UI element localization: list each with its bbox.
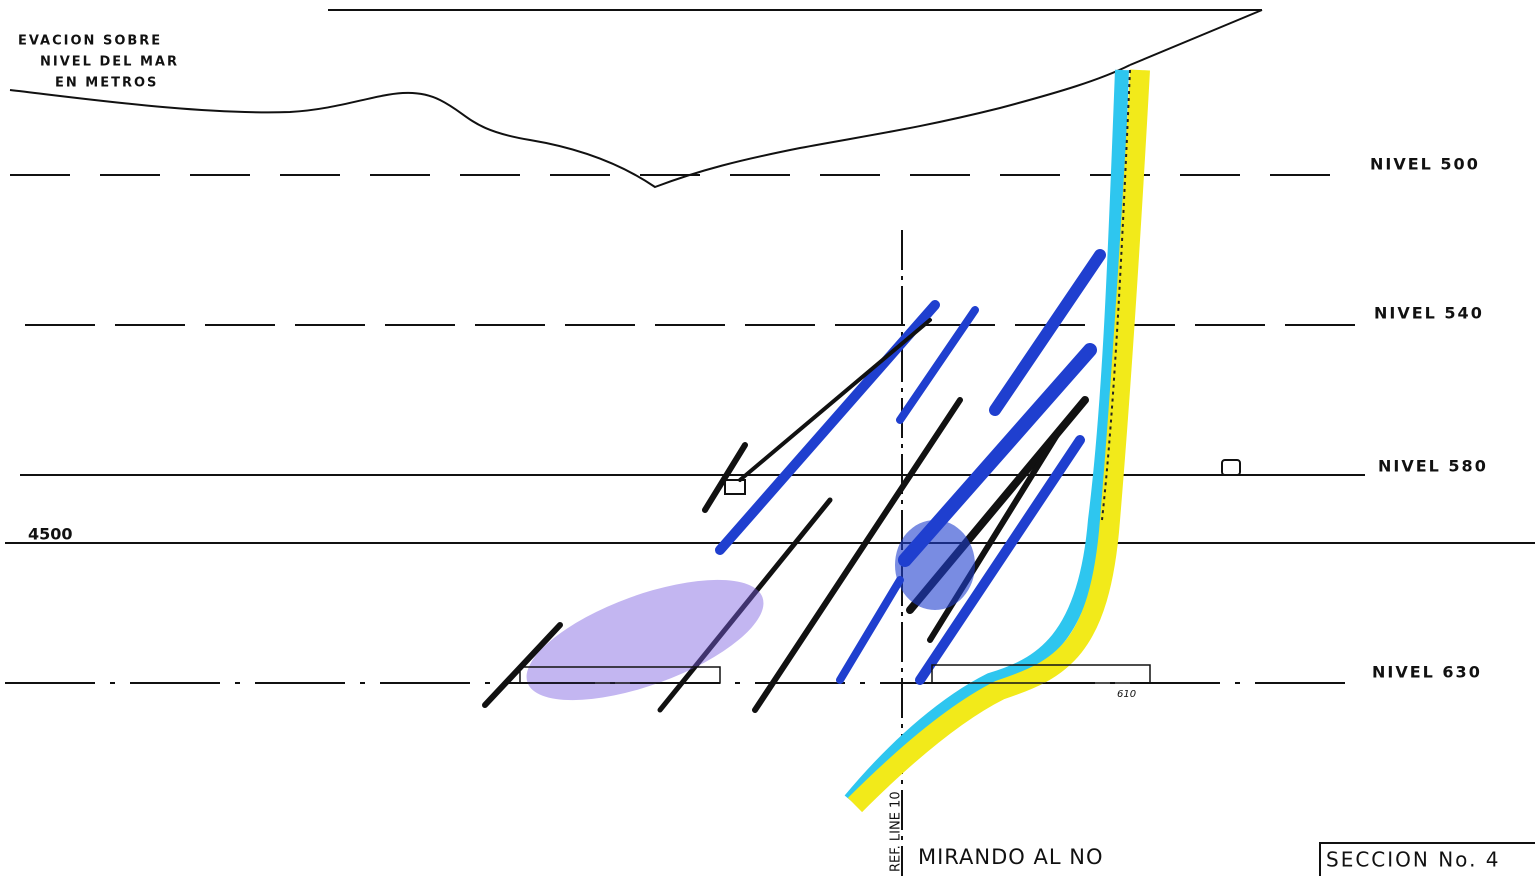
drift <box>724 479 746 495</box>
title-line: EVACION SOBRE <box>18 34 162 49</box>
vein <box>738 318 932 482</box>
vein <box>836 576 904 684</box>
grid-label: 4500 <box>28 525 73 544</box>
level-label: NIVEL 580 <box>1378 457 1488 476</box>
annotation: 610 <box>1117 689 1136 700</box>
yellow-band <box>847 69 1150 813</box>
vein <box>915 435 1085 685</box>
section-label: SECCION No. 4 <box>1326 848 1501 872</box>
title-line: NIVEL DEL MAR <box>40 55 179 70</box>
drift <box>519 666 721 684</box>
title-line: EN METROS <box>55 76 158 91</box>
level-label: NIVEL 540 <box>1374 304 1484 323</box>
drift <box>1221 459 1241 476</box>
vein <box>896 306 979 424</box>
view-label: MIRANDO AL NO <box>918 845 1103 869</box>
vein <box>702 442 748 513</box>
vein <box>482 622 563 708</box>
level-label: NIVEL 500 <box>1370 155 1480 174</box>
vein <box>989 249 1106 416</box>
vein <box>752 397 963 713</box>
section-box <box>1319 842 1535 876</box>
surface-profile <box>9 64 1131 189</box>
ref-line-label: REF. LINE 10 <box>889 791 904 872</box>
level-label: NIVEL 630 <box>1372 663 1482 682</box>
vein <box>657 497 833 713</box>
ore-zone <box>895 520 975 610</box>
drift <box>931 664 1151 684</box>
fault-trace <box>1101 69 1131 521</box>
slope <box>1129 9 1263 66</box>
cyan-band <box>844 69 1129 805</box>
ore-zone <box>526 579 764 701</box>
